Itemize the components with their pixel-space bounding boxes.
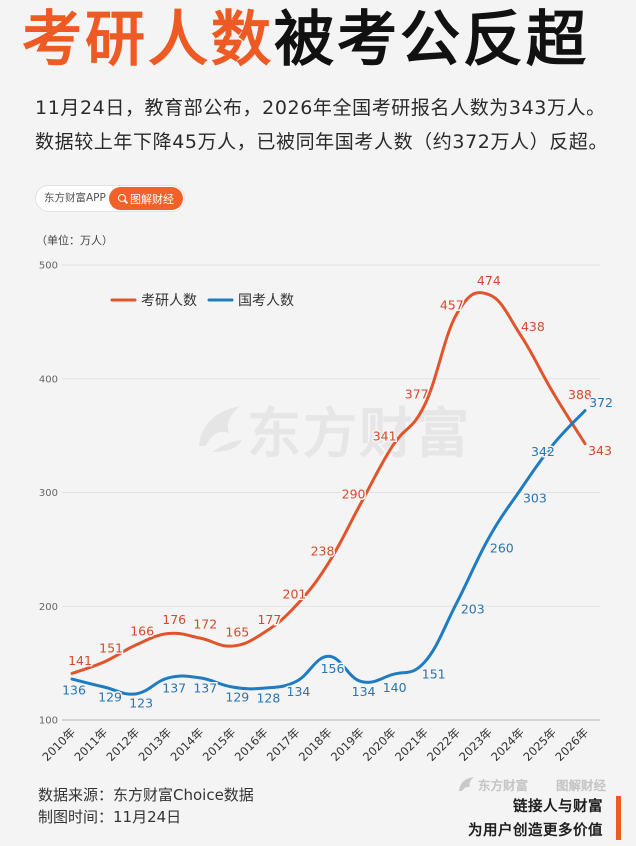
x-tick-label: 2011年 — [71, 725, 110, 764]
series-lines — [70, 291, 587, 696]
x-tick-label: 2025年 — [520, 725, 559, 764]
y-tick-label: 400 — [39, 374, 58, 385]
legend: 考研人数 国考人数 — [110, 293, 294, 309]
y-tick-label: 200 — [39, 602, 58, 613]
subtitle-line-1: 11月24日，教育部公布，2026年全国考研报名人数为343万人。 — [35, 97, 606, 119]
data-label-kaoyan: 290 — [342, 486, 366, 501]
watermark-center-text: 东方财富 — [247, 402, 471, 465]
data-label-kaoyan: 177 — [257, 612, 281, 627]
y-tick-labels: 100 200 300 400 500 — [39, 261, 58, 727]
data-label-guokao: 203 — [461, 601, 485, 616]
data-label-guokao: 303 — [523, 491, 547, 506]
data-label-kaoyan: 341 — [373, 428, 397, 443]
x-tick-label: 2015年 — [200, 725, 239, 764]
footer-slogan: 链接人与财富 为用户创造更多价值 — [468, 795, 603, 843]
subtitle-line-2: 数据较上年下降45万人，已被同年国考人数（约372万人）反超。 — [35, 131, 609, 153]
y-tick-label: 100 — [39, 716, 58, 727]
data-label-kaoyan: 201 — [283, 587, 307, 602]
x-tick-label: 2023年 — [456, 725, 495, 764]
corner-watermark: 东方财富 图解财经 — [459, 777, 607, 793]
series-line-kaoyan — [70, 291, 587, 675]
x-tick-label: 2020年 — [360, 725, 399, 764]
data-label-guokao: 140 — [383, 680, 407, 695]
watermark-corner-brand: 东方财富 — [478, 778, 528, 793]
data-label-guokao: 129 — [98, 690, 122, 705]
brand-logo-icon — [459, 777, 474, 791]
data-label-kaoyan: 166 — [130, 623, 154, 638]
data-label-kaoyan: 474 — [477, 273, 501, 288]
footer-source: 数据来源：东方财富Choice数据 — [38, 786, 254, 804]
data-label-guokao: 134 — [287, 684, 311, 699]
data-label-kaoyan: 377 — [405, 386, 429, 401]
data-label-kaoyan: 438 — [521, 319, 545, 334]
data-label-kaoyan: 141 — [68, 653, 92, 668]
y-axis-unit: （单位：万人） — [36, 233, 113, 247]
tag-channel-label: 图解财经 — [130, 192, 174, 206]
watermark-corner-channel: 图解财经 — [556, 778, 607, 793]
legend-label-guokao: 国考人数 — [238, 293, 294, 309]
data-label-kaoyan: 343 — [588, 443, 612, 458]
title-highlight: 考研人数 — [22, 5, 274, 75]
x-tick-label: 2018年 — [296, 725, 335, 764]
x-tick-label: 2014年 — [168, 725, 207, 764]
y-tick-label: 500 — [39, 261, 58, 272]
source-tag: 东方财富APP 图解财经 — [35, 185, 185, 212]
data-label-guokao: 129 — [225, 690, 249, 705]
legend-label-kaoyan: 考研人数 — [141, 293, 197, 309]
x-tick-label: 2016年 — [232, 725, 271, 764]
data-label-kaoyan: 238 — [311, 544, 335, 559]
data-label-guokao: 137 — [193, 680, 217, 695]
data-label-guokao: 156 — [321, 661, 345, 676]
x-tick-labels: 2010年2011年2012年2013年2014年2015年2016年2017年… — [39, 725, 591, 764]
x-tick-label: 2021年 — [392, 725, 431, 764]
footer-time: 制图时间：11月24日 — [38, 808, 182, 826]
title-rest: 被考公反超 — [274, 5, 589, 75]
x-tick-label: 2012年 — [104, 725, 143, 764]
x-tick-label: 2024年 — [488, 725, 527, 764]
data-label-kaoyan: 165 — [225, 625, 249, 640]
data-label-kaoyan: 151 — [99, 640, 123, 655]
data-label-guokao: 134 — [352, 684, 376, 699]
slogan-line-1: 链接人与财富 — [513, 799, 603, 815]
search-icon — [118, 193, 126, 202]
center-watermark: 东方财富 — [199, 402, 471, 465]
subtitle: 11月24日，教育部公布，2026年全国考研报名人数为343万人。 数据较上年下… — [35, 91, 608, 159]
footer-accent-bar — [616, 796, 621, 840]
footer-info: 数据来源：东方财富Choice数据 制图时间：11月24日 — [38, 784, 254, 828]
x-tick-label: 2010年 — [39, 725, 78, 764]
x-tick-label: 2022年 — [424, 725, 463, 764]
x-tick-label: 2017年 — [264, 725, 303, 764]
y-tick-label: 300 — [39, 488, 58, 499]
data-label-guokao: 137 — [162, 680, 186, 695]
data-label-kaoyan: 388 — [568, 387, 592, 402]
page-title: 考研人数被考公反超 — [22, 8, 589, 72]
x-tick-label: 2019年 — [328, 725, 367, 764]
data-label-guokao: 260 — [490, 541, 514, 556]
data-label-guokao: 128 — [256, 691, 280, 706]
data-label-kaoyan: 176 — [162, 612, 186, 627]
x-tick-label: 2013年 — [136, 725, 175, 764]
data-label-guokao: 136 — [62, 683, 86, 698]
data-label-guokao: 342 — [531, 444, 555, 459]
data-label-guokao: 123 — [129, 695, 153, 710]
tag-channel-pill: 图解财经 — [109, 187, 183, 210]
slogan-line-2: 为用户创造更多价值 — [468, 823, 603, 839]
data-label-guokao: 151 — [422, 666, 446, 681]
data-label-kaoyan: 457 — [440, 297, 464, 312]
gridlines — [62, 264, 600, 607]
data-label-kaoyan: 172 — [193, 617, 217, 632]
x-tick-label: 2026年 — [552, 725, 591, 764]
tag-app-label: 东方财富APP — [44, 192, 106, 204]
data-label-guokao: 372 — [589, 395, 613, 410]
series-line-guokao — [70, 409, 587, 696]
brand-logo-icon — [199, 406, 242, 452]
